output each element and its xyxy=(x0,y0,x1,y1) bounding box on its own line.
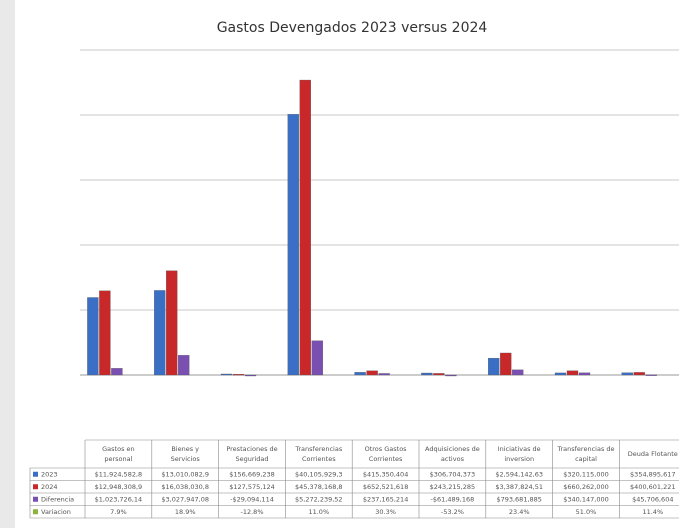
category-label: Adquisiciones de activos xyxy=(425,445,480,463)
bar xyxy=(311,340,323,376)
category-label: Iniciativas de inversion xyxy=(498,445,541,463)
bar xyxy=(645,374,657,376)
bar xyxy=(488,357,500,376)
table-cell: -$61,489,168 xyxy=(431,495,475,503)
table-cell: 7.9% xyxy=(110,508,127,516)
bar xyxy=(111,368,123,376)
table-cell: $45,706,604 xyxy=(632,495,673,503)
bar xyxy=(566,370,579,376)
table-cell: 23.4% xyxy=(509,508,530,516)
legend-label: Variacion xyxy=(41,508,71,516)
bar xyxy=(633,372,645,376)
table-cell: $127,575,124 xyxy=(229,483,275,491)
table-cell: $243,215,285 xyxy=(430,483,476,491)
table-cell: $415,350,404 xyxy=(363,470,409,478)
category-label: Otros Gastos Corrientes xyxy=(365,445,408,463)
bar xyxy=(554,372,567,376)
legend-swatch xyxy=(33,509,38,515)
bar xyxy=(299,79,311,376)
table-cell: -12.8% xyxy=(241,508,264,516)
bar xyxy=(433,373,445,376)
bar xyxy=(621,372,633,376)
bar xyxy=(99,290,111,376)
bar xyxy=(366,370,378,376)
table-cell: $652,521,618 xyxy=(363,483,409,491)
table-cell: 11.0% xyxy=(308,508,329,516)
legend-swatch xyxy=(33,496,38,502)
bar xyxy=(166,270,178,376)
bar xyxy=(445,374,457,377)
table-cell: $40,105,929,3 xyxy=(295,470,343,478)
table-cell: $3,027,947,08 xyxy=(161,495,209,503)
legend-label: 2024 xyxy=(41,483,58,491)
category-label: Gastos en personal xyxy=(102,445,135,463)
table-cell: 18.9% xyxy=(175,508,196,516)
table-cell: $16,038,030,8 xyxy=(161,483,209,491)
bar xyxy=(578,372,591,376)
table-cell: $1,023,726,14 xyxy=(95,495,143,503)
table-cell: $5,272,239,52 xyxy=(295,495,343,503)
category-label: Bienes y Servicios xyxy=(171,445,201,463)
table-cell: $2,594,142,63 xyxy=(495,470,543,478)
table-cell: -53.2% xyxy=(441,508,464,516)
legend-swatch xyxy=(33,484,38,490)
table-cell: $400,601,221 xyxy=(630,483,676,491)
table-cell: $156,669,238 xyxy=(229,470,275,478)
table-cell: $237,165,214 xyxy=(363,495,409,503)
bar xyxy=(244,374,257,377)
bar xyxy=(378,373,390,376)
table-cell: $3,387,824,51 xyxy=(495,483,543,491)
legend-label: 2023 xyxy=(41,470,58,478)
table-cell: $354,895,617 xyxy=(630,470,676,478)
bar xyxy=(220,373,233,376)
bar xyxy=(421,372,433,376)
category-label: Transferencias Corrientes xyxy=(294,445,342,463)
table-cell: $306,704,373 xyxy=(430,470,476,478)
table-cell: $340,147,000 xyxy=(563,495,609,503)
bar xyxy=(232,374,245,376)
table-cell: $793,681,885 xyxy=(496,495,542,503)
table-cell: 11.4% xyxy=(642,508,663,516)
bar xyxy=(512,369,524,376)
category-label: Deuda Flotante xyxy=(628,450,678,458)
chart-title: Gastos Devengados 2023 versus 2024 xyxy=(217,20,488,36)
table-cell: $13,010,082,9 xyxy=(161,470,209,478)
bar xyxy=(154,290,166,376)
category-label: Transferencias de capital xyxy=(556,445,614,463)
bar xyxy=(87,297,99,376)
table-cell: $12,948,308,9 xyxy=(95,483,143,491)
table-cell: $660,262,000 xyxy=(563,483,609,491)
table-cell: 30.3% xyxy=(375,508,396,516)
legend-swatch xyxy=(33,471,38,477)
table-cell: $320,115,000 xyxy=(563,470,609,478)
category-label: Prestaciones de Seguridad xyxy=(226,445,277,463)
table-cell: $45,378,168,8 xyxy=(295,483,343,491)
bar xyxy=(500,352,512,376)
table-cell: $11,924,582,8 xyxy=(95,470,143,478)
table-cell: -$29,094,114 xyxy=(230,495,274,503)
legend-label: Diferencia xyxy=(41,495,74,503)
bar xyxy=(354,372,366,376)
bar xyxy=(287,114,299,376)
table-cell: 51.0% xyxy=(576,508,597,516)
bar xyxy=(178,355,190,376)
